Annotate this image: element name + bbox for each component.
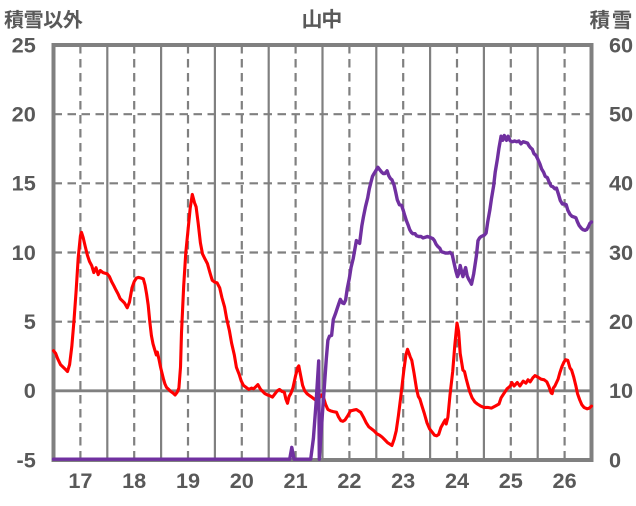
svg-text:22: 22: [337, 468, 361, 493]
svg-text:20: 20: [12, 102, 36, 127]
svg-text:19: 19: [176, 468, 200, 493]
svg-text:20: 20: [609, 309, 633, 334]
svg-text:18: 18: [122, 468, 146, 493]
svg-text:10: 10: [12, 240, 36, 265]
svg-text:20: 20: [230, 468, 254, 493]
svg-text:25: 25: [12, 32, 36, 57]
svg-text:-5: -5: [17, 447, 36, 472]
svg-text:24: 24: [445, 468, 469, 493]
svg-text:0: 0: [609, 447, 621, 472]
svg-text:30: 30: [609, 240, 633, 265]
svg-text:25: 25: [499, 468, 523, 493]
svg-text:40: 40: [609, 171, 633, 196]
svg-text:5: 5: [24, 309, 36, 334]
svg-text:50: 50: [609, 102, 633, 127]
svg-text:23: 23: [391, 468, 415, 493]
svg-text:60: 60: [609, 32, 633, 57]
svg-text:21: 21: [284, 468, 308, 493]
svg-text:0: 0: [24, 378, 36, 403]
svg-text:15: 15: [12, 171, 36, 196]
svg-text:17: 17: [68, 468, 92, 493]
svg-text:10: 10: [609, 378, 633, 403]
svg-text:26: 26: [553, 468, 577, 493]
